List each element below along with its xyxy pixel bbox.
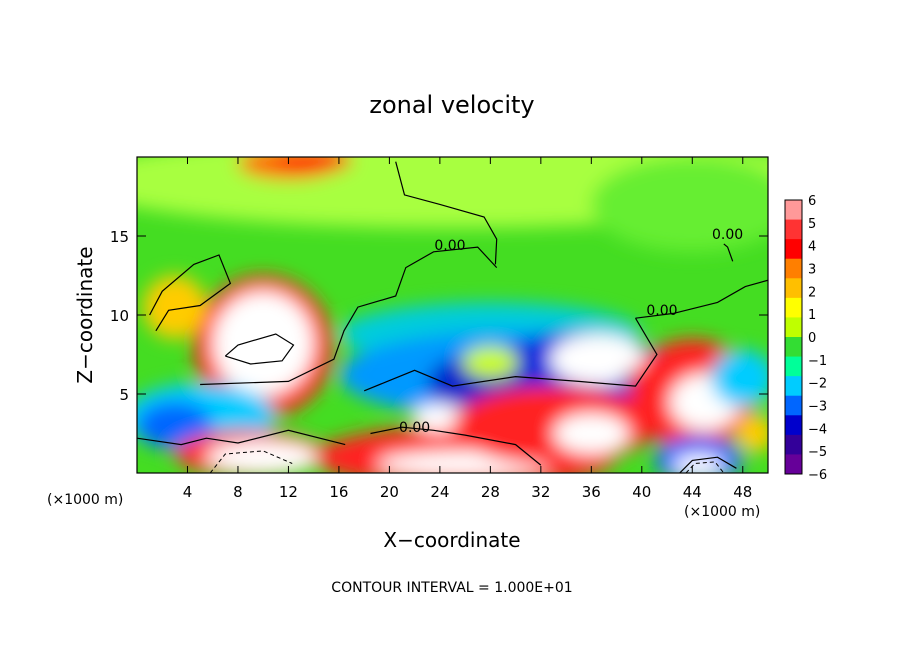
colorbar-label: 6 (808, 194, 816, 209)
field-blob (462, 346, 519, 379)
x-tick-label: 24 (430, 483, 449, 501)
contour-line-negative (685, 461, 725, 473)
colorbar-segment (785, 278, 802, 299)
contour-line (224, 333, 295, 365)
field-blob (736, 414, 768, 453)
colorbar-segment (785, 434, 802, 455)
y-tick-label: 15 (110, 228, 129, 246)
colorbar-label: 0 (808, 331, 816, 346)
field-blob (549, 333, 646, 385)
contour-lines (137, 161, 768, 473)
x-tick-label: 48 (733, 483, 752, 501)
contour-labels: 0.00 0.00 0.00 0.00 (399, 227, 743, 436)
field-blob (206, 441, 320, 473)
field-blob (591, 157, 768, 252)
y-axis: 5 10 15 (110, 228, 768, 404)
colorbar-label: 4 (808, 240, 816, 255)
x-tick-label: 44 (683, 483, 702, 501)
colorbar-label: 1 (808, 308, 816, 323)
x-unit-left: (×1000 m) (47, 492, 123, 508)
contour-line (200, 246, 498, 386)
field-blob (143, 275, 207, 339)
colorbar-label: −5 (808, 445, 827, 460)
x-tick-label: 16 (329, 483, 348, 501)
colorbar-label: −2 (808, 377, 827, 392)
colorbar-segment (785, 239, 802, 260)
y-axis-label: Z−coordinate (73, 246, 97, 383)
field-blob (137, 401, 213, 450)
colorbar-segment (785, 356, 802, 377)
velocity-field (137, 157, 768, 473)
colorbar-label: −4 (808, 422, 827, 437)
colorbar-label: 2 (808, 285, 816, 300)
x-tick-label: 32 (531, 483, 550, 501)
x-tick-label: 4 (183, 483, 193, 501)
colorbar-label: −6 (808, 468, 827, 483)
contour-line (137, 429, 346, 446)
colorbar-segment (785, 415, 802, 436)
chart-title: zonal velocity (369, 91, 534, 119)
colorbar-label: 3 (808, 263, 816, 278)
x-tick-label: 40 (632, 483, 651, 501)
colorbar-segment (785, 219, 802, 240)
x-tick-label: 36 (582, 483, 601, 501)
y-tick-label: 5 (119, 386, 129, 404)
colorbar-segment (785, 454, 802, 475)
contour-label: 0.00 (434, 238, 465, 254)
contour-line (149, 254, 232, 332)
contour-interval-note: CONTOUR INTERVAL = 1.000E+01 (331, 580, 572, 596)
contour-line (679, 456, 737, 473)
contour-line (370, 426, 542, 466)
contour-line (395, 161, 498, 265)
plot-area: 0.00 0.00 0.00 0.00 (137, 157, 768, 473)
colorbar-segment (785, 337, 802, 358)
contour-label: 0.00 (646, 303, 677, 319)
x-unit-right: (×1000 m) (684, 504, 760, 520)
colorbar-segment (785, 258, 802, 279)
x-tick-label: 20 (380, 483, 399, 501)
colorbar: 6 5 4 3 2 1 0 −1 −2 −3 −4 −5 −6 (784, 194, 827, 483)
contour-line-negative (209, 450, 293, 473)
field-blob (275, 157, 352, 173)
colorbar-label: 5 (808, 217, 816, 232)
colorbar-segment (785, 317, 802, 338)
colorbar-segment (785, 200, 802, 221)
colorbar-label: −1 (808, 354, 827, 369)
x-axis: 4 8 12 16 20 24 28 32 36 40 44 48 (183, 157, 752, 501)
contour-line (723, 243, 734, 262)
colorbar-segment (785, 376, 802, 397)
contour-label: 0.00 (712, 227, 743, 243)
colorbar-frame (784, 199, 803, 475)
field-blob (711, 349, 768, 407)
y-tick-label: 10 (110, 307, 129, 325)
field-blob (212, 291, 314, 396)
colorbar-label: −3 (808, 400, 827, 415)
colorbar-segment (785, 297, 802, 318)
colorbar-segment (785, 395, 802, 416)
x-tick-label: 8 (233, 483, 243, 501)
x-axis-label: X−coordinate (383, 528, 520, 552)
contour-line (635, 279, 768, 319)
x-tick-label: 12 (279, 483, 298, 501)
contour-line (363, 317, 658, 392)
contour-label: 0.00 (399, 420, 430, 436)
x-tick-label: 28 (481, 483, 500, 501)
field-blob (553, 412, 630, 455)
